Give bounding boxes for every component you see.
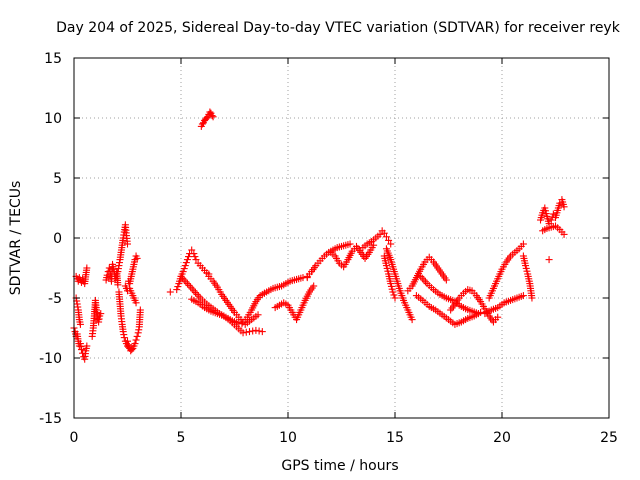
data-point (174, 283, 182, 291)
data-point (376, 230, 384, 238)
data-point (242, 328, 250, 336)
data-point (545, 256, 553, 264)
data-point (192, 256, 200, 264)
y-axis-label: SDTVAR / TECUs (8, 181, 24, 296)
y-tick-label: -10 (39, 351, 62, 367)
y-tick-label: -15 (39, 411, 62, 427)
data-point (188, 285, 196, 293)
data-point (182, 259, 190, 267)
x-tick-label: 20 (493, 430, 511, 446)
data-points (70, 108, 568, 363)
data-point (494, 313, 502, 321)
data-point (560, 203, 568, 211)
data-point (166, 288, 174, 296)
data-point (238, 320, 246, 328)
data-point (97, 310, 105, 318)
data-point (258, 328, 266, 336)
data-point (173, 286, 181, 294)
data-point (385, 236, 393, 244)
data-point (390, 291, 398, 299)
data-point (519, 240, 527, 248)
data-point (179, 268, 187, 276)
chart-title: Day 204 of 2025, Sidereal Day-to-day VTE… (56, 20, 621, 36)
x-tick-label: 5 (177, 430, 186, 446)
data-point (184, 253, 192, 261)
data-point (245, 328, 253, 336)
data-point (380, 229, 388, 237)
data-point (442, 276, 450, 284)
data-point (420, 276, 428, 284)
data-point (382, 233, 390, 241)
data-point (560, 230, 568, 238)
y-tick-label: 5 (53, 171, 62, 187)
x-tick-label: 10 (279, 430, 297, 446)
data-point (180, 276, 188, 284)
data-point (249, 327, 257, 335)
data-point (131, 340, 139, 348)
data-point (209, 113, 217, 121)
data-point (239, 329, 247, 337)
data-point (391, 294, 399, 302)
data-point (254, 311, 262, 319)
data-point (125, 341, 133, 349)
data-point (255, 327, 263, 335)
y-tick-label: 10 (44, 111, 62, 127)
data-point (198, 120, 206, 128)
y-tick-label: 0 (53, 231, 62, 247)
data-point (528, 294, 536, 302)
data-point (133, 332, 141, 340)
y-tick-label: -5 (48, 291, 62, 307)
x-tick-label: 15 (386, 430, 404, 446)
data-point (519, 292, 527, 300)
data-point (83, 264, 91, 272)
data-point (387, 240, 395, 248)
data-point (183, 280, 191, 288)
x-axis-label: GPS time / hours (281, 458, 398, 474)
data-point (310, 282, 318, 290)
data-point (187, 283, 195, 291)
data-point (120, 334, 128, 342)
data-point (252, 326, 260, 334)
data-point (408, 316, 416, 324)
data-point (389, 288, 397, 296)
data-point (183, 256, 191, 264)
data-point (103, 271, 111, 279)
data-point (180, 265, 188, 273)
grid (74, 58, 609, 418)
data-point (133, 254, 141, 262)
data-point (188, 246, 196, 254)
data-point (547, 216, 555, 224)
data-point (206, 108, 214, 116)
data-point (191, 289, 199, 297)
x-tick-label: 0 (70, 430, 79, 446)
data-point (132, 299, 140, 307)
data-point (548, 213, 556, 221)
data-point (185, 281, 193, 289)
y-tick-label: 15 (44, 51, 62, 67)
data-point (83, 342, 91, 350)
data-point (193, 290, 201, 298)
data-point (208, 112, 216, 120)
data-point (346, 240, 354, 248)
axis-ticks: 0 5 10 15 20 25 -15 -10 -5 0 5 10 15 (39, 51, 618, 446)
data-point (77, 346, 85, 354)
data-point (114, 281, 122, 289)
x-tick-label: 25 (600, 430, 618, 446)
data-point (136, 306, 144, 314)
data-point (124, 337, 131, 345)
data-point (190, 287, 198, 295)
data-point (190, 250, 198, 258)
data-point (132, 336, 140, 344)
data-point (76, 320, 84, 328)
data-point (203, 114, 211, 122)
data-point (181, 262, 189, 270)
data-point (421, 278, 429, 286)
data-point (128, 346, 136, 354)
data-point (124, 240, 131, 248)
data-point (191, 253, 199, 261)
data-point (474, 310, 482, 318)
